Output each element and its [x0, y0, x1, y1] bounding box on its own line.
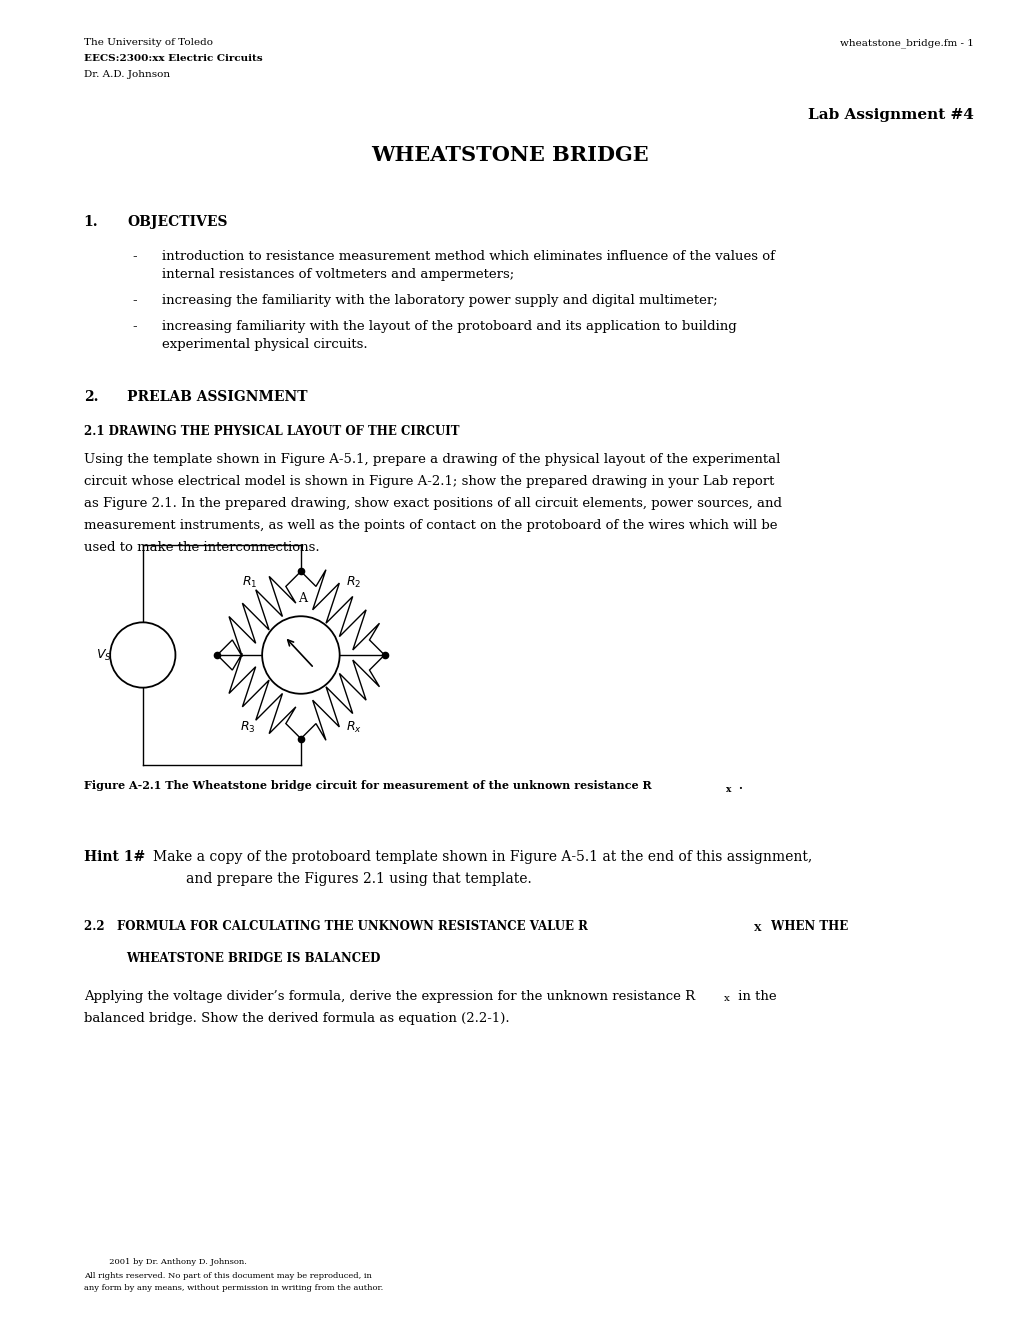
Text: -: -	[132, 319, 138, 333]
Text: X: X	[753, 924, 760, 933]
Text: experimental physical circuits.: experimental physical circuits.	[162, 338, 368, 351]
Text: 1.: 1.	[84, 215, 98, 228]
Text: Make a copy of the protoboard template shown in Figure A-5.1 at the end of this : Make a copy of the protoboard template s…	[153, 850, 811, 865]
Text: .: .	[738, 780, 742, 791]
Text: Using the template shown in Figure A-5.1, prepare a drawing of the physical layo: Using the template shown in Figure A-5.1…	[84, 453, 780, 466]
Text: WHEATSTONE BRIDGE IS BALANCED: WHEATSTONE BRIDGE IS BALANCED	[126, 952, 380, 965]
Text: Lab Assignment #4: Lab Assignment #4	[807, 108, 973, 121]
Text: introduction to resistance measurement method which eliminates influence of the : introduction to resistance measurement m…	[162, 249, 774, 263]
Text: Dr. A.D. Johnson: Dr. A.D. Johnson	[84, 70, 169, 79]
Text: WHEATSTONE BRIDGE: WHEATSTONE BRIDGE	[371, 145, 648, 165]
Text: any form by any means, without permission in writing from the author.: any form by any means, without permissio…	[84, 1284, 382, 1292]
Text: WHEN THE: WHEN THE	[766, 920, 848, 933]
Text: in the: in the	[734, 990, 776, 1003]
Text: and prepare the Figures 2.1 using that template.: and prepare the Figures 2.1 using that t…	[185, 873, 531, 886]
Text: balanced bridge. Show the derived formula as equation (2.2-1).: balanced bridge. Show the derived formul…	[84, 1012, 508, 1026]
Text: $V_S$: $V_S$	[96, 647, 112, 663]
Text: Figure A-2.1 The Wheatstone bridge circuit for measurement of the unknown resist: Figure A-2.1 The Wheatstone bridge circu…	[84, 780, 650, 791]
Text: 2.2   FORMULA FOR CALCULATING THE UNKNOWN RESISTANCE VALUE R: 2.2 FORMULA FOR CALCULATING THE UNKNOWN …	[84, 920, 587, 933]
Text: All rights reserved. No part of this document may be reproduced, in: All rights reserved. No part of this doc…	[84, 1272, 371, 1280]
Text: +: +	[138, 635, 148, 648]
Text: 2001 by Dr. Anthony D. Johnson.: 2001 by Dr. Anthony D. Johnson.	[104, 1258, 247, 1266]
Text: The University of Toledo: The University of Toledo	[84, 38, 212, 48]
Text: measurement instruments, as well as the points of contact on the protoboard of t: measurement instruments, as well as the …	[84, 519, 776, 532]
Text: −: −	[137, 664, 149, 678]
Text: 2.1 DRAWING THE PHYSICAL LAYOUT OF THE CIRCUIT: 2.1 DRAWING THE PHYSICAL LAYOUT OF THE C…	[84, 425, 459, 438]
Text: OBJECTIVES: OBJECTIVES	[127, 215, 228, 228]
Text: internal resistances of voltmeters and ampermeters;: internal resistances of voltmeters and a…	[162, 268, 514, 281]
Text: $R_1$: $R_1$	[242, 574, 258, 590]
Text: x: x	[723, 994, 730, 1003]
Ellipse shape	[110, 622, 175, 688]
Text: wheatstone_bridge.fm - 1: wheatstone_bridge.fm - 1	[840, 38, 973, 48]
Text: as Figure 2.1. In the prepared drawing, show exact positions of all circuit elem: as Figure 2.1. In the prepared drawing, …	[84, 498, 781, 510]
Text: used to make the interconnections.: used to make the interconnections.	[84, 541, 319, 554]
Text: -: -	[132, 294, 138, 308]
Text: A: A	[299, 591, 307, 605]
Text: -: -	[132, 249, 138, 263]
Text: $R_x$: $R_x$	[345, 719, 362, 735]
Text: circuit whose electrical model is shown in Figure A-2.1; show the prepared drawi: circuit whose electrical model is shown …	[84, 475, 773, 488]
Text: $R_2$: $R_2$	[346, 574, 361, 590]
Ellipse shape	[262, 616, 339, 694]
Text: 2.: 2.	[84, 389, 98, 404]
Text: $R_3$: $R_3$	[239, 719, 256, 735]
Text: Applying the voltage divider’s formula, derive the expression for the unknown re: Applying the voltage divider’s formula, …	[84, 990, 694, 1003]
Text: EECS:2300:xx Electric Circuits: EECS:2300:xx Electric Circuits	[84, 54, 262, 63]
Text: increasing the familiarity with the laboratory power supply and digital multimet: increasing the familiarity with the labo…	[162, 294, 717, 308]
Text: Hint 1#: Hint 1#	[84, 850, 145, 865]
Text: increasing familiarity with the layout of the protoboard and its application to : increasing familiarity with the layout o…	[162, 319, 736, 333]
Text: x: x	[726, 785, 731, 795]
Text: PRELAB ASSIGNMENT: PRELAB ASSIGNMENT	[127, 389, 308, 404]
